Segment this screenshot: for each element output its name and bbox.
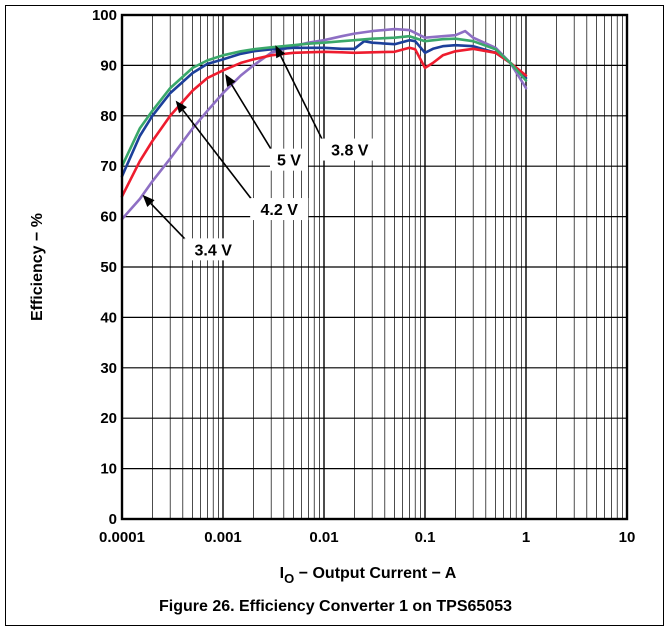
- plot-border: [120, 13, 629, 521]
- y-tick-label: 10: [100, 461, 117, 478]
- annotations: 3.8 V 5 V 4.2 V 3.4 V: [142, 45, 379, 261]
- annotation-arrow-head: [142, 194, 155, 208]
- x-tick-label: 0.01: [309, 529, 338, 546]
- series-line-5-v: [120, 34, 528, 168]
- x-tick-label: 0.1: [415, 529, 436, 546]
- y-tick-label: 30: [100, 360, 117, 377]
- annotation-label-bg: [250, 198, 309, 221]
- y-axis-title: Efficiency − %: [29, 213, 46, 321]
- x-tick-label: 10: [619, 529, 636, 546]
- annotation-arrow-line: [230, 83, 273, 152]
- annotation-label-bg: [184, 238, 243, 261]
- y-tick-label: 100: [92, 7, 117, 24]
- x-tick-label: 0.0001: [99, 529, 145, 546]
- series-line-4-2-v: [120, 46, 528, 198]
- y-tick-label: 60: [100, 209, 117, 226]
- x-axis-title-rest: − Output Current − A: [294, 565, 457, 582]
- annotation-arrow-head: [175, 100, 187, 114]
- efficiency-chart: 3.8 V5 V4.2 V3.4 V 010203040506070809010…: [29, 7, 635, 586]
- series-line-3-8-v: [120, 38, 528, 178]
- annotation-label-bg: [269, 148, 308, 171]
- annotation-label: 4.2 V: [261, 202, 299, 219]
- grid: [121, 14, 627, 520]
- annotation-arrow-head: [275, 45, 286, 59]
- annotation-arrow-line: [279, 55, 324, 141]
- annotation-label: 3.8 V: [331, 143, 369, 160]
- y-tick-label: 80: [100, 108, 117, 125]
- x-axis-title-main: I: [280, 565, 284, 582]
- tick-labels: 0 10 20 30 40 50 60 70 80 90 100 0.0001 0.001 0.01 0.1…: [92, 7, 635, 546]
- annotation-label: 3.4 V: [195, 242, 233, 259]
- x-axis-title: IO − Output Current − A: [280, 565, 457, 586]
- y-tick-label: 0: [109, 511, 117, 528]
- y-tick-label: 20: [100, 410, 117, 427]
- x-tick-label: 0.001: [204, 529, 242, 546]
- figure-caption: Figure 26. Efficiency Converter 1 on TPS…: [158, 598, 513, 615]
- annotation-label-bg: [320, 138, 379, 161]
- annotation-arrow-head: [225, 73, 236, 87]
- annotation-arrow-line: [150, 203, 187, 241]
- y-tick-label: 40: [100, 309, 117, 326]
- annotation-arrow-line: [182, 109, 253, 201]
- x-tick-label: 1: [522, 529, 530, 546]
- y-tick-label: 50: [100, 259, 117, 276]
- y-tick-label: 70: [100, 158, 117, 175]
- figure-frame: [5, 5, 664, 626]
- annotation-label: 5 V: [277, 153, 301, 170]
- y-tick-label: 90: [100, 57, 117, 74]
- x-axis-title-subscript: O: [284, 571, 294, 586]
